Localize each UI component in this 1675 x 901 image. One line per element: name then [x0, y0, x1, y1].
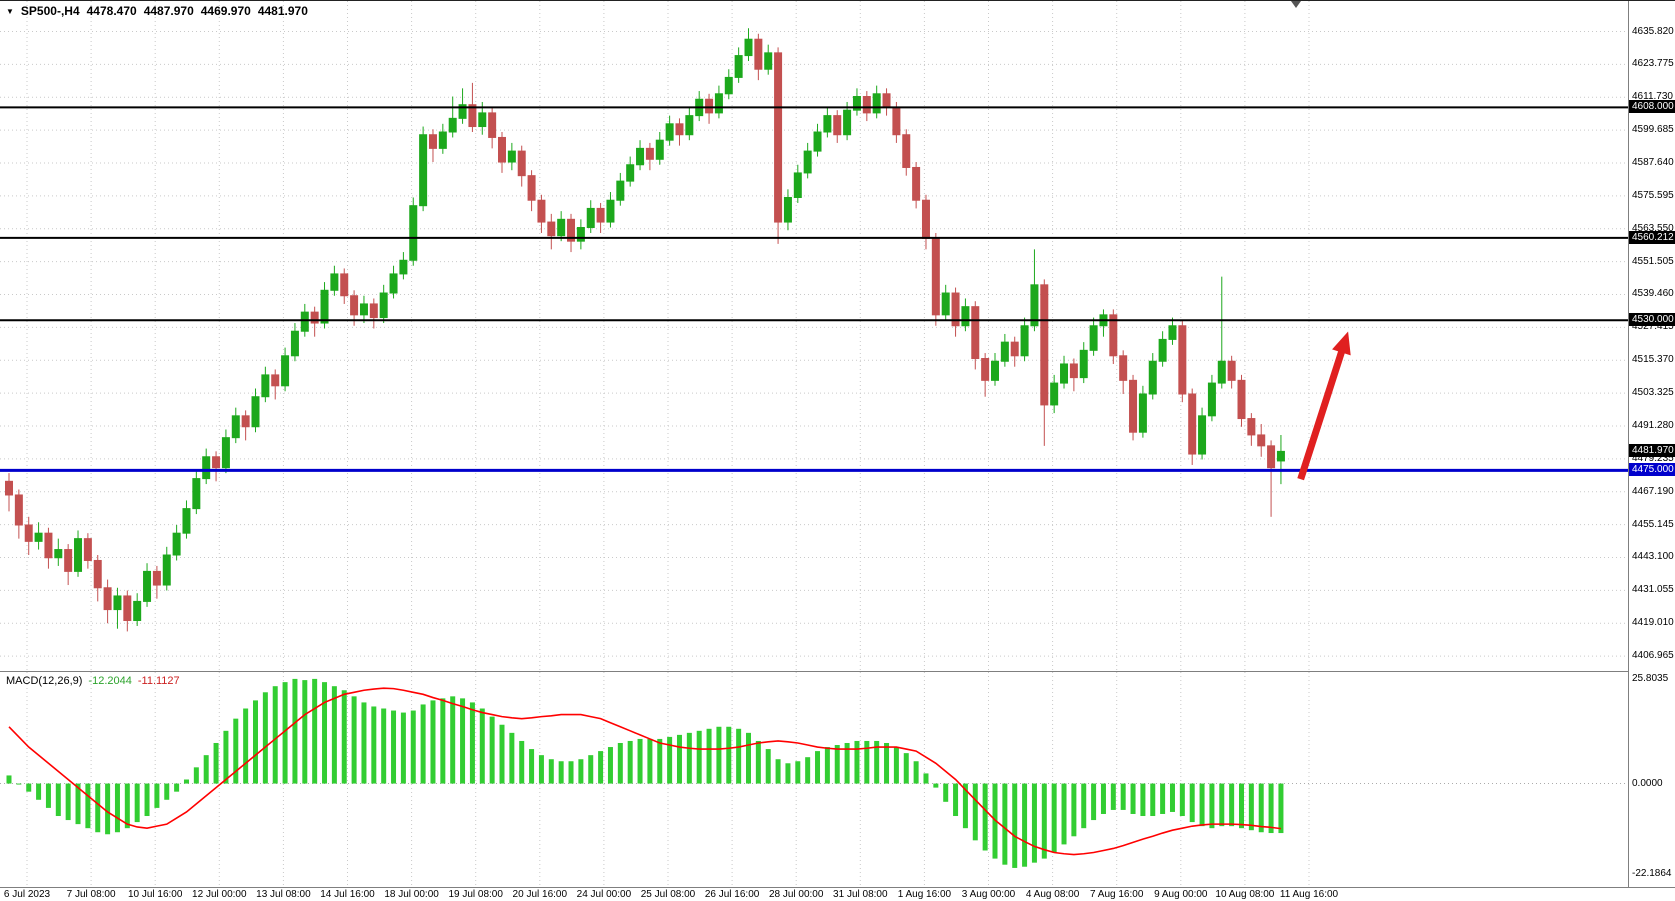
- time-tick-label: 19 Jul 08:00: [448, 889, 503, 900]
- symbol-period-label: SP500-,H4: [20, 4, 80, 18]
- chart-ohlc-header: ▼ SP500-,H4 4478.470 4487.970 4469.970 4…: [6, 4, 308, 18]
- time-tick-label: 3 Aug 00:00: [961, 889, 1016, 900]
- price-level-badge: 4481.970: [1629, 444, 1675, 458]
- macd-grid: [0, 672, 1628, 887]
- price-tick-label: 4623.775: [1632, 58, 1674, 70]
- price-chart-pane[interactable]: [0, 1, 1628, 671]
- one-click-trading-arrow-icon[interactable]: ▼: [6, 6, 14, 16]
- macd-indicator-label: MACD(12,26,9) -12.2044 -11.1127: [6, 675, 180, 687]
- price-tick-label: 4479.235: [1632, 452, 1674, 464]
- price-axis[interactable]: 4635.820 4623.775 4611.730 4599.685 4587.640…: [1628, 1, 1675, 887]
- price-tick-label: 4455.145: [1632, 518, 1674, 530]
- macd-tick-label: 25.8035: [1632, 672, 1669, 684]
- time-tick-label: 20 Jul 16:00: [512, 889, 568, 900]
- price-tick-label: 4527.415: [1632, 321, 1674, 333]
- candlestick-chart[interactable]: [0, 1, 1628, 671]
- price-tick-label: 4515.370: [1632, 354, 1674, 366]
- price-tick-label: 4467.190: [1632, 485, 1674, 497]
- time-tick-label: 13 Jul 08:00: [256, 889, 311, 900]
- macd-name: MACD(12,26,9): [6, 675, 83, 687]
- time-tick-label: 26 Jul 16:00: [704, 889, 760, 900]
- macd-tick-label: -22.1864: [1632, 867, 1672, 879]
- chart-shift-marker[interactable]: [1291, 1, 1301, 8]
- main-grid: [0, 1, 1628, 671]
- time-tick-label: 24 Jul 00:00: [576, 889, 632, 900]
- price-level-badge: 4475.000: [1629, 463, 1675, 477]
- price-tick-label: 4599.685: [1632, 124, 1674, 136]
- macd-signal-value: -11.1127: [137, 675, 180, 687]
- price-tick-label: 4539.460: [1632, 288, 1674, 300]
- candles-layer: [5, 28, 1285, 632]
- time-tick-label: 9 Aug 00:00: [1154, 889, 1208, 900]
- time-tick-label: 6 Jul 2023: [3, 889, 51, 900]
- macd-pane[interactable]: [0, 671, 1628, 888]
- low-value: 4469.970: [200, 4, 251, 18]
- price-tick-label: 4563.550: [1632, 222, 1674, 234]
- price-tick-label: 4406.965: [1632, 650, 1674, 662]
- time-tick-label: 25 Jul 08:00: [640, 889, 696, 900]
- open-value: 4478.470: [86, 4, 137, 18]
- time-tick-label: 1 Aug 16:00: [897, 889, 952, 900]
- time-tick-label: 12 Jul 00:00: [192, 889, 247, 900]
- price-tick-label: 4611.730: [1632, 91, 1673, 103]
- price-tick-label: 4551.505: [1632, 255, 1674, 267]
- time-tick-label: 10 Aug 08:00: [1215, 889, 1275, 900]
- time-tick-label: 7 Aug 16:00: [1089, 889, 1144, 900]
- macd-tick-label: 0.0000: [1632, 777, 1663, 789]
- trend-arrow-annotation[interactable]: [1297, 331, 1351, 481]
- price-levels-layer: [0, 106, 1628, 472]
- price-tick-label: 4443.100: [1632, 551, 1674, 563]
- price-tick-label: 4575.595: [1632, 189, 1674, 201]
- time-tick-label: 18 Jul 00:00: [384, 889, 439, 900]
- time-tick-label: 14 Jul 16:00: [320, 889, 375, 900]
- time-tick-label: 10 Jul 16:00: [127, 889, 183, 900]
- time-tick-label: 28 Jul 00:00: [768, 889, 824, 900]
- time-axis[interactable]: 6 Jul 2023 7 Jul 08:00 10 Jul 16:00 12 Jul …: [0, 887, 1675, 901]
- price-tick-label: 4587.640: [1632, 157, 1674, 168]
- price-level-badge: 4530.000: [1629, 313, 1675, 327]
- macd-main-value: -12.2044: [88, 675, 132, 687]
- close-value: 4481.970: [257, 4, 308, 18]
- price-tick-label: 4503.325: [1632, 387, 1674, 399]
- macd-signal-line: [8, 687, 1282, 856]
- price-level-badge: 4608.000: [1629, 100, 1675, 114]
- macd-chart[interactable]: [0, 672, 1628, 887]
- time-tick-label: 11 Aug 16:00: [1279, 889, 1339, 900]
- high-value: 4487.970: [143, 4, 194, 18]
- time-tick-label: 4 Aug 08:00: [1025, 889, 1080, 900]
- price-tick-label: 4491.280: [1632, 419, 1674, 431]
- price-tick-label: 4431.055: [1632, 584, 1674, 596]
- price-tick-label: 4419.010: [1632, 617, 1674, 629]
- price-level-badge: 4560.212: [1629, 230, 1675, 244]
- macd-histogram: [6, 678, 1284, 868]
- time-tick-label: 7 Jul 08:00: [66, 889, 116, 900]
- price-tick-label: 4635.820: [1632, 25, 1674, 37]
- time-tick-label: 31 Jul 08:00: [833, 889, 888, 900]
